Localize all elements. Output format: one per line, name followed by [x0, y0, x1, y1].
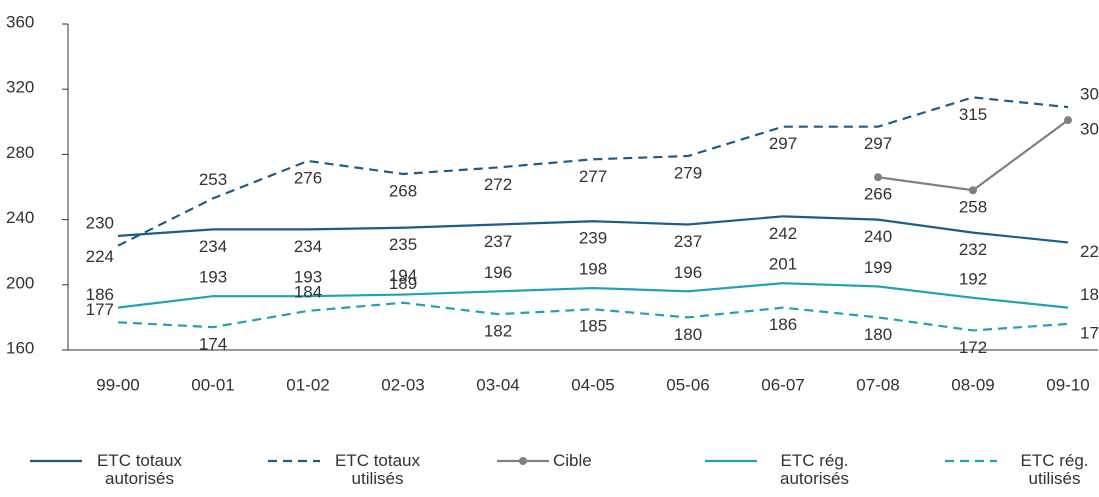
data-label: 230 [86, 213, 114, 232]
series-line [117, 301, 1069, 332]
x-tick-label: 06-07 [761, 375, 804, 394]
data-label: 234 [294, 237, 322, 256]
legend-item: Cible [497, 452, 592, 470]
data-label: 174 [199, 335, 227, 354]
data-label: 297 [769, 134, 797, 153]
y-tick-label: 160 [6, 338, 34, 357]
data-label: 237 [484, 232, 512, 251]
x-tick-label: 03-04 [476, 375, 519, 394]
series-line [117, 282, 1069, 309]
data-label: 309 [1080, 85, 1099, 104]
series-line [117, 215, 1069, 244]
x-tick-label: 99-00 [96, 375, 139, 394]
y-tick-label: 240 [6, 208, 34, 227]
data-label: 193 [294, 268, 322, 287]
legend-swatch [30, 459, 82, 463]
data-label: 198 [579, 260, 607, 279]
data-label: 194 [389, 266, 417, 285]
data-label: 277 [579, 167, 607, 186]
y-tick-label: 280 [6, 143, 34, 162]
y-tick-label: 360 [6, 12, 34, 31]
data-label: 234 [199, 237, 227, 256]
legend-label: Cible [553, 451, 592, 470]
data-label: 297 [864, 134, 892, 153]
data-label: 232 [959, 240, 987, 259]
x-tick-label: 00-01 [191, 375, 234, 394]
series-line [117, 96, 1069, 247]
data-label: 196 [484, 263, 512, 282]
data-label: 235 [389, 235, 417, 254]
data-label: 186 [86, 285, 114, 304]
data-label: 172 [959, 338, 987, 357]
legend-item: ETC totaux autorisés [30, 452, 197, 488]
data-label: 268 [389, 181, 417, 200]
data-label: 184 [294, 282, 322, 301]
data-label: 315 [959, 105, 987, 124]
data-label: 196 [674, 263, 702, 282]
x-tick-label: 04-05 [571, 375, 614, 394]
data-label: 253 [199, 170, 227, 189]
data-label: 176 [1080, 323, 1099, 342]
x-tick-label: 08-09 [951, 375, 994, 394]
legend-label: ETC totaux autorisés [96, 451, 183, 488]
y-tick-label: 320 [6, 78, 34, 97]
series-line [877, 119, 1069, 192]
data-label: 182 [484, 322, 512, 341]
legend-item: ETC rég. utilisés [945, 452, 1099, 488]
data-label: 239 [579, 229, 607, 248]
data-label: 242 [769, 224, 797, 243]
data-label: 199 [864, 258, 892, 277]
data-label: 192 [959, 269, 987, 288]
legend-swatch [945, 459, 997, 463]
legend-label: ETC rég. autorisés [780, 451, 849, 488]
x-tick-label: 05-06 [666, 375, 709, 394]
legend-marker [519, 457, 527, 465]
data-label: 186 [769, 315, 797, 334]
legend-item: ETC totaux utilisés [268, 452, 435, 488]
y-tick-label: 200 [6, 273, 34, 292]
data-label: 180 [864, 325, 892, 344]
data-label: 266 [864, 185, 892, 204]
data-label: 180 [674, 325, 702, 344]
data-label: 193 [199, 268, 227, 287]
chart: 160 200 240 280 320 360 99-00 00-01 01-02 02-03 03… [6, 12, 1099, 394]
x-tick-label: 09-10 [1046, 375, 1089, 394]
data-label: 226 [1080, 242, 1099, 261]
marker [1064, 116, 1072, 125]
data-label: 301 [1080, 120, 1099, 139]
data-label: 224 [86, 247, 114, 266]
legend-swatch [705, 459, 757, 463]
data-label: 272 [484, 175, 512, 194]
marker [874, 173, 882, 182]
x-tick-label: 07-08 [856, 375, 899, 394]
marker [969, 186, 977, 195]
data-label: 186 [1080, 285, 1099, 304]
data-label: 177 [86, 300, 114, 319]
legend-swatch [268, 459, 320, 463]
data-label: 258 [959, 198, 987, 217]
data-label: 201 [769, 255, 797, 274]
data-label: 185 [579, 317, 607, 336]
legend-label: ETC rég. utilisés [1020, 451, 1089, 488]
data-label: 276 [294, 168, 322, 187]
data-label: 237 [674, 232, 702, 251]
data-label: 189 [389, 274, 417, 293]
legend-item: ETC rég. autorisés [705, 452, 872, 488]
legend-swatch [497, 457, 549, 465]
data-label: 240 [864, 227, 892, 246]
x-tick-label: 02-03 [381, 375, 424, 394]
legend-label: ETC totaux utilisés [334, 451, 421, 488]
x-tick-label: 01-02 [286, 375, 329, 394]
data-label: 279 [674, 164, 702, 183]
legend: ETC totaux autorisés ETC totaux utilisés C… [0, 452, 1099, 497]
